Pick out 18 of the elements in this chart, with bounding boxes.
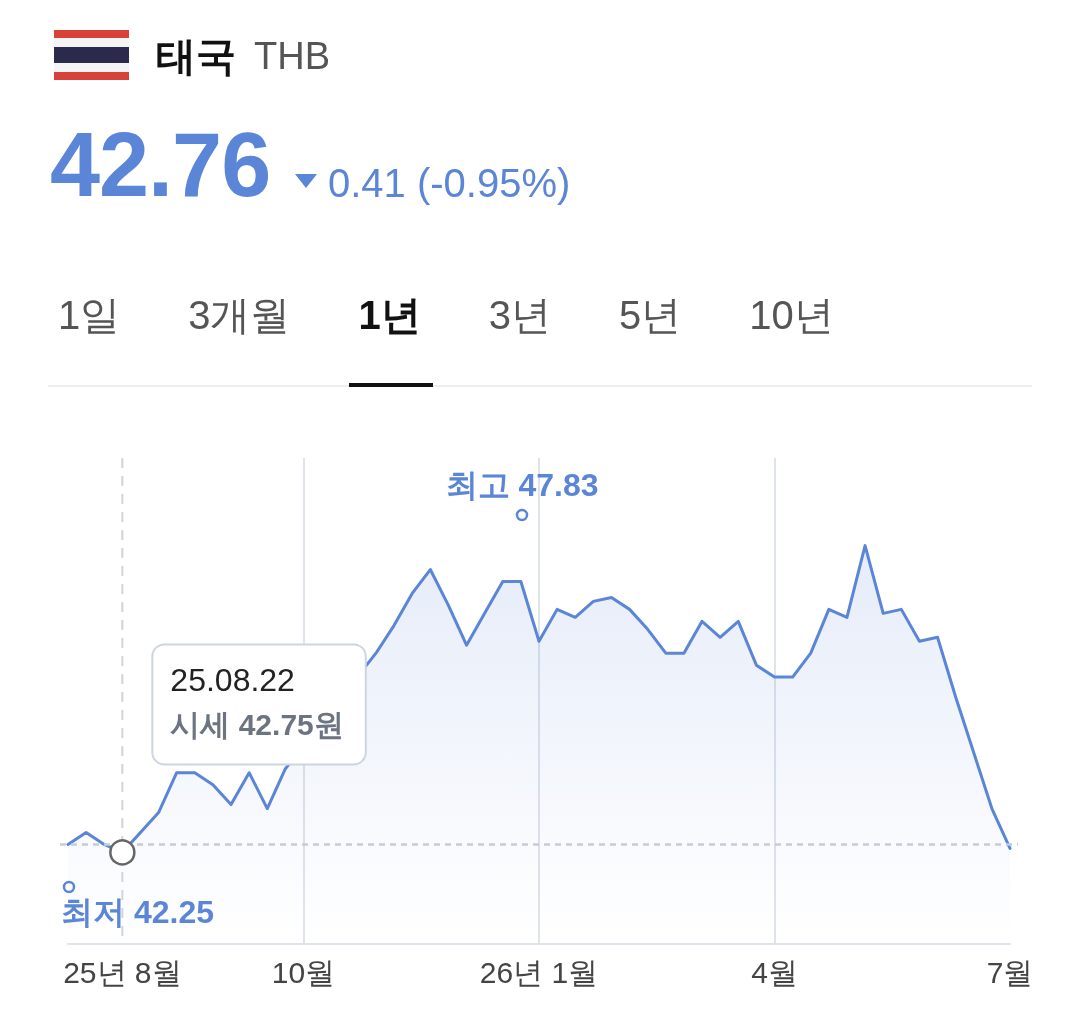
annotation: 최저 42.25 xyxy=(61,893,214,932)
annotation: 25.08.22 시세 42.75원 xyxy=(170,662,344,741)
x-tick-label: 7월 xyxy=(986,955,1034,989)
text: 1년 xyxy=(358,293,421,337)
text: 1일 xyxy=(58,293,121,337)
text: 3개월 xyxy=(188,293,291,337)
text: 5년 xyxy=(619,293,682,337)
chart-title: 태국 xyxy=(156,33,236,80)
x-tick-label: 25년 8월 xyxy=(63,955,182,989)
text: 3년 xyxy=(488,293,551,337)
chart-subtitle: THB xyxy=(254,34,330,79)
text: 42.76 xyxy=(50,115,271,215)
x-tick-label: 10월 xyxy=(271,955,336,989)
x-tick-label: 26년 1월 xyxy=(479,955,599,989)
x-tick-label: 4월 xyxy=(751,955,798,989)
text: 10년 xyxy=(749,293,834,337)
text: 최고 47.83 xyxy=(445,466,599,505)
text: 0.41 (-0.95%) xyxy=(328,160,571,207)
